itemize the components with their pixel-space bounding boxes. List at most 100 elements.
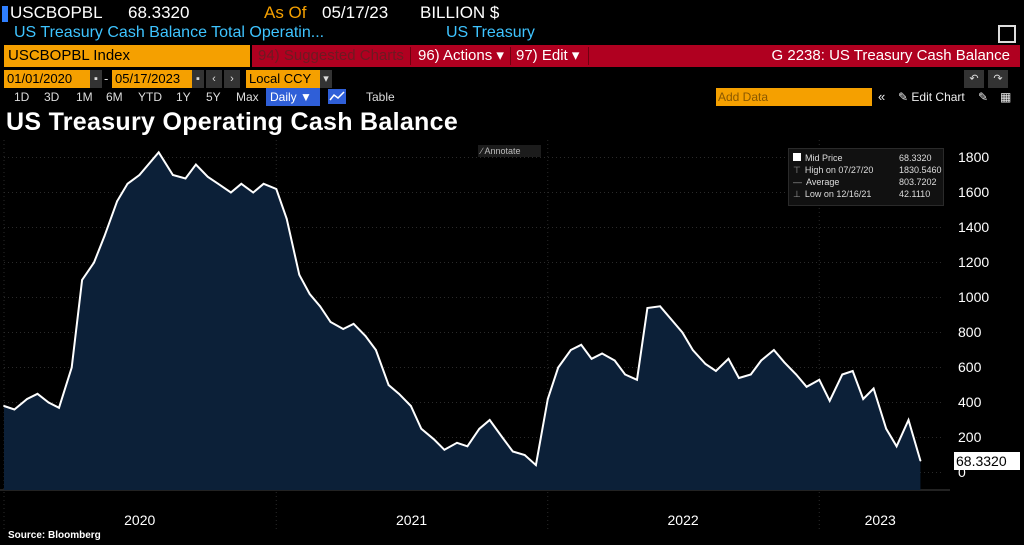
- data-point: [907, 419, 910, 421]
- data-point: [81, 279, 84, 281]
- legend-row: ⊤ High on 07/27/20 1830.5460: [793, 164, 942, 176]
- y-tick-label: 600: [958, 358, 982, 375]
- actions-menu[interactable]: 96) Actions ▾: [418, 47, 504, 64]
- y-tick-label: 200: [958, 428, 982, 445]
- data-point: [36, 392, 39, 395]
- data-point: [398, 392, 400, 395]
- data-point: [138, 174, 141, 176]
- data-point: [298, 273, 301, 276]
- data-point: [229, 191, 232, 194]
- series-area-fill: [4, 152, 921, 491]
- data-point: [828, 399, 831, 402]
- period-row: 1D 3D 1M 6M YTD 1Y 5Y Max Daily ▼ Table …: [0, 88, 1024, 106]
- data-point: [70, 366, 73, 369]
- data-point: [636, 378, 638, 381]
- legend-value: 42.1110: [899, 189, 931, 199]
- period-max[interactable]: Max: [236, 90, 259, 104]
- data-point: [352, 322, 355, 325]
- data-point: [895, 445, 898, 448]
- settings-icon[interactable]: ▦: [1000, 90, 1012, 104]
- data-point: [601, 352, 603, 355]
- line-chart-icon[interactable]: [328, 89, 346, 104]
- data-point: [387, 384, 390, 386]
- start-date-field[interactable]: 01/01/2020: [4, 70, 90, 88]
- period-ytd[interactable]: YTD: [138, 90, 162, 104]
- x-tick-label: 2022: [667, 512, 699, 528]
- data-point: [488, 419, 491, 421]
- y-tick-label: 400: [958, 393, 982, 410]
- chevron-right-icon[interactable]: ›: [224, 70, 240, 88]
- low-marker-icon: ⊥: [793, 189, 801, 199]
- data-point: [157, 151, 160, 154]
- table-button[interactable]: Table: [366, 90, 395, 104]
- annotate-button[interactable]: ∕ Annotate: [478, 145, 541, 157]
- calendar-icon[interactable]: ▪: [90, 70, 102, 88]
- data-point: [195, 163, 197, 166]
- legend: Mid Price 68.3320 ⊤ High on 07/27/20 1830…: [788, 148, 944, 206]
- data-point: [704, 363, 707, 365]
- data-point: [613, 359, 616, 362]
- data-point: [478, 427, 481, 430]
- period-5y[interactable]: 5Y: [206, 90, 221, 104]
- data-point: [727, 357, 730, 360]
- period-3d[interactable]: 3D: [44, 90, 60, 104]
- x-tick-label: 2021: [396, 512, 428, 528]
- data-point: [624, 373, 627, 376]
- description-row: US Treasury Cash Balance Total Operatin.…: [0, 24, 1024, 44]
- command-bar: USCBOPBL Index 94) Suggested Charts 96) …: [0, 45, 1024, 67]
- legend-label: Low on 12/16/21: [804, 189, 872, 199]
- edit-chart-button[interactable]: ✎ Edit Chart: [898, 90, 965, 104]
- ticker-symbol[interactable]: USCBOPBL: [10, 3, 103, 22]
- collapse-icon[interactable]: «: [878, 89, 886, 104]
- data-point: [116, 200, 118, 203]
- popout-icon[interactable]: [998, 25, 1016, 43]
- data-point: [285, 217, 288, 220]
- high-marker-icon: ⊤: [793, 165, 801, 175]
- legend-row: — Average 803.7202: [793, 176, 941, 188]
- pencil-icon[interactable]: ✎: [978, 90, 989, 104]
- chevron-down-icon[interactable]: ▾: [320, 70, 332, 88]
- period-1m[interactable]: 1M: [76, 90, 93, 104]
- data-point: [501, 436, 504, 439]
- as-of-date: 05/17/23: [322, 3, 389, 22]
- last-value-label: 68.3320: [954, 451, 1020, 470]
- data-point: [772, 349, 775, 351]
- security-category: US Treasury: [446, 24, 535, 41]
- data-point: [862, 398, 865, 400]
- data-point: [511, 450, 514, 453]
- data-point: [217, 182, 220, 185]
- period-1y[interactable]: 1Y: [176, 90, 191, 104]
- chevron-left-icon[interactable]: ‹: [206, 70, 222, 88]
- data-point: [818, 378, 821, 381]
- data-point: [691, 349, 694, 351]
- y-tick-label: 1400: [958, 218, 990, 235]
- end-date-field[interactable]: 05/17/2023: [112, 70, 192, 88]
- data-point: [443, 448, 446, 451]
- undo-icon[interactable]: ↶: [964, 70, 984, 88]
- currency-select[interactable]: Local CCY: [246, 70, 320, 88]
- data-point: [364, 335, 367, 337]
- frequency-select[interactable]: Daily ▼: [266, 88, 320, 106]
- data-point: [569, 349, 572, 351]
- ticker-marker: [2, 6, 8, 22]
- legend-row: Mid Price 68.3320: [793, 152, 941, 164]
- data-point: [58, 406, 60, 409]
- redo-icon[interactable]: ↷: [988, 70, 1008, 88]
- edit-menu[interactable]: 97) Edit ▾: [516, 47, 580, 64]
- chart-canvas[interactable]: [0, 140, 1024, 530]
- calendar-icon[interactable]: ▪: [192, 70, 204, 88]
- period-6m[interactable]: 6M: [106, 90, 123, 104]
- date-range-row: 01/01/2020 ▪ - 05/17/2023 ▪ ‹ › Local CC…: [0, 70, 1024, 88]
- data-point: [3, 405, 5, 407]
- chart-title: US Treasury Operating Cash Balance: [6, 108, 459, 136]
- period-1d[interactable]: 1D: [14, 90, 30, 104]
- add-data-input[interactable]: Add Data: [716, 88, 872, 106]
- menu-divider: [410, 47, 411, 65]
- legend-value: 68.3320: [899, 153, 932, 163]
- data-point: [184, 177, 187, 180]
- suggested-charts-button[interactable]: 94) Suggested Charts: [258, 47, 404, 64]
- data-point: [580, 343, 583, 346]
- security-field[interactable]: USCBOPBL Index: [4, 45, 250, 67]
- data-point: [47, 401, 50, 404]
- data-point: [681, 331, 684, 334]
